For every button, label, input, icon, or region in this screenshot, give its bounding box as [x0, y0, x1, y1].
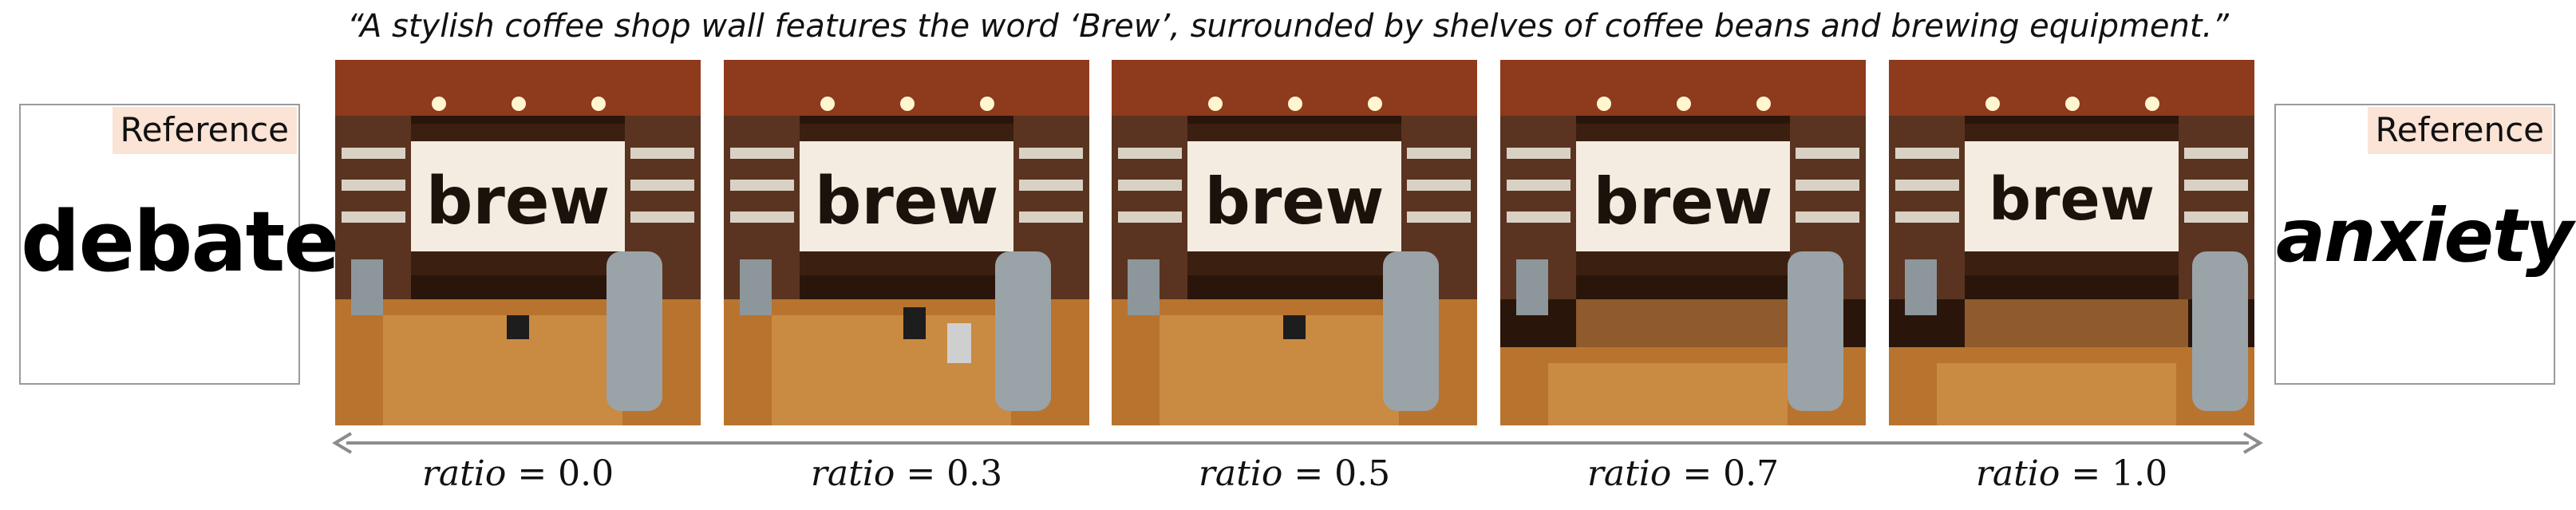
reference-badge: Reference: [2367, 107, 2552, 154]
reference-card-left: Reference debate: [19, 104, 340, 385]
reference-word: debate: [21, 193, 340, 291]
ratio-label: ratio = 0.0: [421, 453, 614, 494]
generated-image-panel: brew: [1500, 60, 1866, 425]
generated-image-panel: brew: [1112, 60, 1477, 425]
sign-word: brew: [1205, 164, 1385, 239]
generated-image-panel: brew: [335, 60, 701, 425]
sign-word: brew: [1989, 165, 2155, 234]
reference-word: anxiety: [2276, 193, 2574, 279]
sign-word: brew: [426, 164, 610, 239]
prompt-caption: “A stylish coffee shop wall features the…: [346, 8, 2230, 45]
generated-image-panel: brew: [1889, 60, 2254, 425]
ratio-label: ratio = 0.5: [1198, 453, 1391, 494]
sign-word: brew: [815, 164, 999, 239]
ratio-label: ratio = 0.3: [810, 453, 1003, 494]
reference-badge: Reference: [112, 107, 297, 154]
ratio-label: ratio = 0.7: [1586, 453, 1780, 494]
reference-card-right: Reference anxiety: [2274, 104, 2574, 385]
generated-image-panel: brew: [724, 60, 1089, 425]
sign-word: brew: [1594, 164, 1773, 239]
ratio-label: ratio = 1.0: [1975, 453, 2168, 494]
ratio-axis-arrow: [332, 432, 2263, 454]
